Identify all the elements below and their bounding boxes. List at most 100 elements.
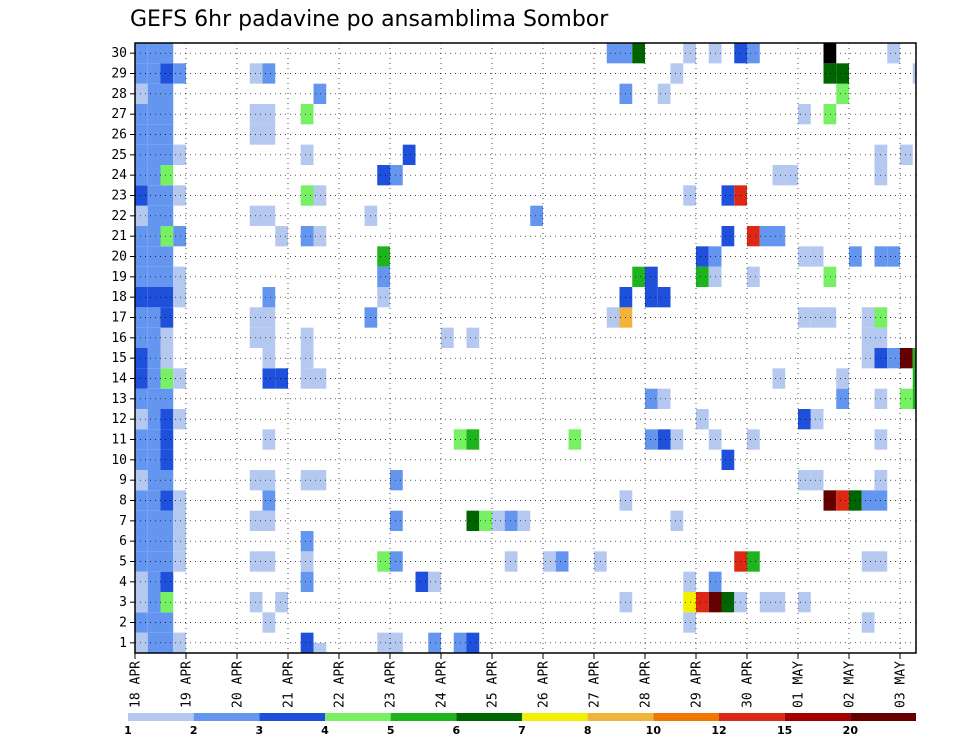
heatmap-cell — [160, 449, 174, 470]
colorbar-label: 1 — [124, 724, 132, 737]
x-tick-label: 24 APR — [435, 661, 450, 708]
y-tick-label: 18 — [111, 290, 127, 305]
heatmap-cell — [160, 388, 174, 409]
heatmap-cell — [147, 124, 161, 145]
heatmap-cell — [160, 429, 174, 450]
y-tick-label: 7 — [119, 514, 127, 529]
heatmap-cell — [887, 43, 900, 64]
heatmap-cell — [147, 429, 161, 450]
heatmap-cell — [173, 551, 186, 572]
heatmap-cell — [173, 409, 186, 430]
heatmap-cell — [747, 551, 760, 572]
heatmap-cell — [147, 104, 161, 125]
heatmap-cell — [428, 571, 441, 592]
heatmap-cell — [390, 470, 403, 491]
heatmap-cell — [160, 266, 174, 287]
y-tick-label: 1 — [119, 636, 127, 651]
heatmap-cell — [135, 531, 148, 552]
heatmap-cell — [135, 348, 148, 369]
heatmap-cell — [912, 63, 916, 84]
heatmap-cell — [912, 388, 916, 409]
heatmap-cell — [147, 327, 161, 348]
heatmap-cell — [402, 144, 416, 165]
x-tick-label: 02 MAY — [843, 661, 858, 708]
heatmap-cell — [147, 490, 161, 511]
y-tick-label: 9 — [119, 473, 127, 488]
y-tick-label: 21 — [111, 229, 127, 244]
heatmap-cell — [759, 226, 773, 247]
heatmap-cell — [747, 226, 760, 247]
heatmap-cell — [300, 571, 314, 592]
heatmap-cell — [160, 104, 174, 125]
y-tick-label: 5 — [119, 555, 127, 570]
heatmap-cell — [173, 368, 186, 389]
x-tick-label: 30 APR — [741, 661, 756, 708]
heatmap-cell — [160, 205, 174, 226]
heatmap-cell — [504, 551, 518, 572]
heatmap-cell — [147, 246, 161, 267]
heatmap-cell — [657, 83, 671, 104]
colorbar-swatch — [128, 713, 194, 721]
heatmap-cell — [262, 327, 276, 348]
heatmap-cell — [135, 104, 148, 125]
heatmap-cell — [135, 510, 148, 531]
y-tick-label: 8 — [119, 494, 127, 509]
heatmap-cell — [249, 63, 263, 84]
colorbar-label: 15 — [777, 724, 792, 737]
heatmap-cell — [135, 307, 148, 328]
heatmap-cell — [683, 43, 696, 64]
colorbar-swatch — [456, 713, 522, 721]
heatmap-cell — [147, 185, 161, 206]
heatmap-cell — [504, 510, 518, 531]
heatmap-cell — [517, 510, 531, 531]
heatmap-cell — [147, 266, 161, 287]
heatmap-cell — [160, 612, 174, 633]
heatmap-cell — [147, 531, 161, 552]
heatmap-cell — [377, 165, 390, 186]
heatmap-cell — [147, 287, 161, 308]
y-tick-label: 24 — [111, 168, 127, 183]
heatmap-cell — [262, 470, 276, 491]
y-tick-label: 15 — [111, 351, 127, 366]
heatmap-cell — [135, 165, 148, 186]
heatmap-cell — [747, 429, 760, 450]
heatmap-cell — [861, 551, 875, 572]
heatmap-cell — [606, 43, 620, 64]
heatmap-cell — [160, 327, 174, 348]
heatmap-cell — [861, 348, 875, 369]
heatmap-cell — [900, 388, 913, 409]
plot-frame — [134, 42, 917, 654]
heatmap-cell — [313, 642, 327, 653]
colorbar-label: 7 — [518, 724, 526, 737]
y-tick-label: 17 — [111, 311, 127, 326]
heatmap-cell — [810, 470, 824, 491]
heatmap-cell — [721, 226, 735, 247]
heatmap-cell — [160, 124, 174, 145]
heatmap-cell — [772, 165, 786, 186]
y-tick-label: 30 — [111, 46, 127, 61]
heatmap-cell — [249, 205, 263, 226]
heatmap-cell — [262, 205, 276, 226]
heatmap-cell — [160, 470, 174, 491]
heatmap-cell — [300, 470, 314, 491]
heatmap-cell — [135, 388, 148, 409]
colorbar-swatch — [390, 713, 457, 721]
heatmap-cell — [313, 470, 327, 491]
y-tick-label: 25 — [111, 148, 127, 163]
heatmap-cell — [645, 388, 658, 409]
heatmap-cell — [135, 266, 148, 287]
heatmap-cell — [466, 632, 480, 653]
heatmap-cell — [160, 246, 174, 267]
heatmap-cell — [147, 632, 161, 653]
heatmap-cell — [160, 510, 174, 531]
heatmap-cell — [492, 510, 505, 531]
heatmap-cell — [657, 429, 671, 450]
y-tick-label: 13 — [111, 392, 127, 407]
heatmap-cell — [173, 266, 186, 287]
heatmap-cell — [747, 266, 760, 287]
heatmap-cell — [135, 368, 148, 389]
heatmap-cell — [160, 144, 174, 165]
heatmap-cell — [135, 409, 148, 430]
heatmap-cell — [262, 368, 276, 389]
heatmap-cell — [606, 307, 620, 328]
